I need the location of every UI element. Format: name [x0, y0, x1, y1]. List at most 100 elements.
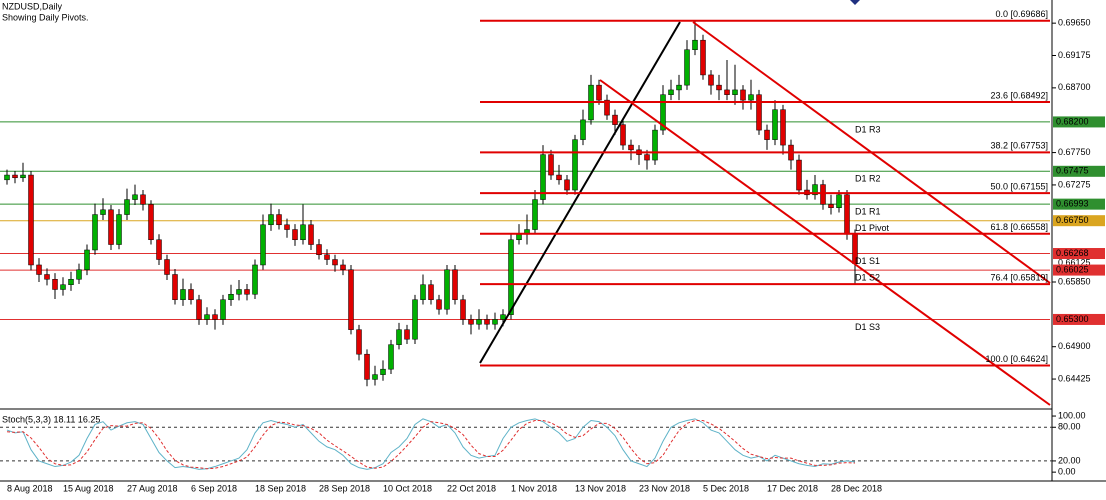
- candle-body: [68, 279, 74, 285]
- candle-body: [332, 259, 338, 266]
- x-tick-label: 17 Dec 2018: [767, 483, 818, 493]
- candle-body: [316, 244, 322, 255]
- candle-body: [532, 199, 538, 230]
- candle-body: [164, 259, 170, 275]
- candle-body: [348, 269, 354, 330]
- candle-body: [468, 319, 474, 325]
- candle-body: [668, 89, 674, 95]
- fib-label: 50.0 [0.67155]: [990, 181, 1048, 191]
- x-tick-label: 18 Sep 2018: [255, 483, 306, 493]
- candle-body: [740, 89, 746, 101]
- candle-body: [140, 194, 146, 205]
- fib-label: 0.0 [0.69686]: [995, 9, 1048, 19]
- candle-body: [564, 179, 570, 191]
- x-tick-label: 1 Nov 2018: [511, 483, 557, 493]
- candle-body: [388, 344, 394, 370]
- candle-body: [252, 264, 258, 295]
- candle-body: [764, 129, 770, 140]
- x-tick-label: 6 Sep 2018: [191, 483, 237, 493]
- x-tick-label: 28 Sep 2018: [319, 483, 370, 493]
- candle-body: [116, 214, 122, 245]
- y-tick-label: 0.69175: [1058, 50, 1091, 60]
- candle-body: [260, 224, 266, 266]
- candle-body: [364, 353, 370, 380]
- y-tick-label: 0.65850: [1058, 276, 1091, 286]
- candle-body: [308, 224, 314, 245]
- candle-body: [228, 294, 234, 300]
- y-tick-label: 0.68700: [1058, 82, 1091, 92]
- pivot-label: D1 S3: [855, 322, 880, 332]
- y-tick-label: 0.64900: [1058, 341, 1091, 351]
- candle-body: [460, 299, 466, 320]
- candle-body: [84, 249, 90, 270]
- candle-body: [404, 329, 410, 340]
- pivot-label: D1 S1: [855, 256, 880, 266]
- pivot-tag: [1053, 264, 1105, 276]
- pivot-label: D1 R2: [855, 174, 881, 184]
- pivot-tag-label: 0.67475: [1056, 166, 1089, 176]
- x-tick-label: 22 Oct 2018: [447, 483, 496, 493]
- candle-body: [412, 299, 418, 340]
- candle-body: [148, 204, 154, 241]
- candle-body: [156, 239, 162, 260]
- candle-body: [20, 174, 26, 179]
- pivot-tag-label: 0.66025: [1056, 264, 1089, 274]
- y-tick-label: 0.64425: [1058, 373, 1091, 383]
- x-tick-label: 15 Aug 2018: [63, 483, 114, 493]
- candle-body: [28, 174, 34, 266]
- pivot-label: D1 Pivot: [855, 223, 890, 233]
- y-tick-label: 80.00: [1058, 422, 1081, 432]
- candle-body: [132, 194, 138, 200]
- fib-label: 100.0 [0.64624]: [985, 354, 1048, 364]
- candle-body: [628, 144, 634, 151]
- candle-body: [444, 269, 450, 310]
- x-tick-label: 23 Nov 2018: [639, 483, 690, 493]
- candle-body: [292, 229, 298, 241]
- candle-body: [620, 124, 626, 146]
- candle-body: [420, 284, 426, 300]
- trendline: [599, 79, 1051, 406]
- candle-body: [276, 214, 282, 226]
- candle-body: [196, 299, 202, 320]
- y-tick-label: 0.67750: [1058, 147, 1091, 157]
- candle-body: [44, 274, 50, 280]
- x-tick-label: 13 Nov 2018: [575, 483, 626, 493]
- pivot-tag: [1053, 248, 1105, 260]
- candle-body: [692, 39, 698, 50]
- x-tick-label: 27 Aug 2018: [127, 483, 178, 493]
- pivot-tag-label: 0.66993: [1056, 199, 1089, 209]
- candle-body: [172, 274, 178, 300]
- candle-body: [780, 109, 786, 146]
- candle-body: [428, 284, 434, 300]
- candle-body: [580, 119, 586, 140]
- candle-body: [796, 159, 802, 191]
- y-tick-label: 0.67275: [1058, 179, 1091, 189]
- candle-body: [100, 209, 106, 215]
- x-tick-label: 5 Dec 2018: [703, 483, 749, 493]
- candle-body: [684, 49, 690, 86]
- candle-body: [516, 234, 522, 241]
- candle-body: [452, 269, 458, 300]
- candle-body: [12, 174, 18, 179]
- candle-body: [676, 84, 682, 91]
- candle-body: [380, 368, 386, 375]
- pivot-label: D1 R3: [855, 124, 881, 134]
- candle-body: [596, 84, 602, 101]
- candle-body: [660, 94, 666, 131]
- pivot-tag: [1053, 313, 1105, 325]
- candle-body: [612, 114, 618, 125]
- candle-body: [52, 279, 58, 290]
- fib-label: 38.2 [0.67753]: [990, 141, 1048, 151]
- pivot-label: D1 S2: [855, 272, 880, 282]
- candle-body: [396, 329, 402, 345]
- candle-body: [508, 239, 514, 315]
- pivot-label: D1 R1: [855, 207, 881, 217]
- candle-body: [36, 264, 42, 275]
- x-tick-label: 10 Oct 2018: [383, 483, 432, 493]
- pivot-tag: [1053, 165, 1105, 177]
- candle-body: [372, 374, 378, 380]
- chart-title: NZDUSD,Daily: [2, 1, 63, 11]
- candle-body: [220, 299, 226, 320]
